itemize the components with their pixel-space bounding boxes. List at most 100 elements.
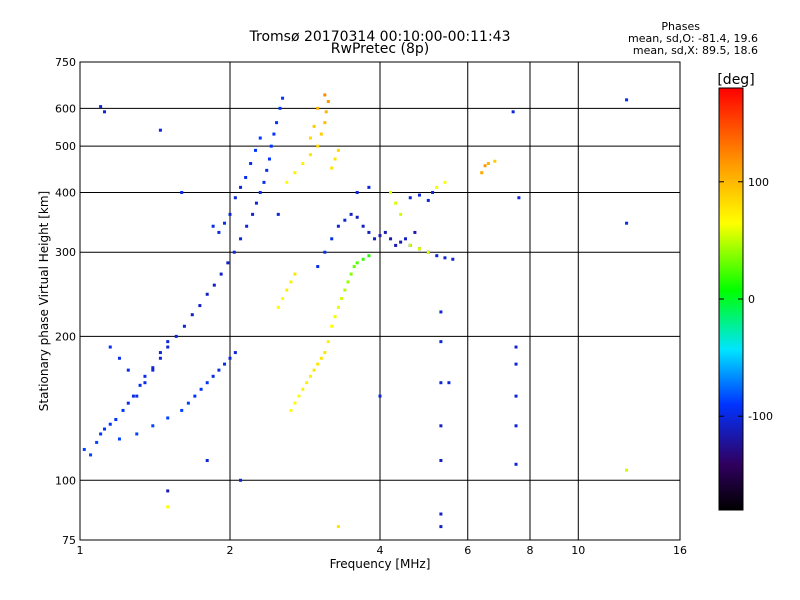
data-point bbox=[158, 128, 162, 132]
data-point bbox=[330, 324, 334, 328]
data-point bbox=[82, 447, 86, 451]
data-point bbox=[349, 212, 353, 216]
colorbar-ticks: 100 0 -100 bbox=[719, 176, 773, 423]
data-point bbox=[276, 305, 280, 309]
data-point bbox=[193, 394, 197, 398]
phases-line-x: mean, sd,X: 89.5, 18.6 bbox=[633, 44, 758, 57]
data-point bbox=[249, 161, 253, 165]
data-point bbox=[439, 340, 443, 344]
data-point bbox=[408, 243, 412, 247]
data-point bbox=[378, 394, 382, 398]
data-point bbox=[143, 374, 147, 378]
data-point bbox=[95, 440, 99, 444]
data-point bbox=[301, 161, 305, 165]
data-point bbox=[312, 124, 316, 128]
data-point bbox=[126, 368, 130, 372]
y-tick-label: 400 bbox=[55, 186, 76, 199]
y-axis-label: Stationary phase Virtual Height [km] bbox=[37, 191, 51, 411]
points-layer bbox=[82, 93, 629, 529]
data-point bbox=[308, 374, 312, 378]
data-point bbox=[138, 383, 142, 387]
data-point bbox=[258, 190, 262, 194]
data-point bbox=[158, 351, 162, 355]
data-point bbox=[399, 212, 403, 216]
data-point bbox=[212, 283, 216, 287]
data-point bbox=[258, 136, 262, 140]
data-point bbox=[326, 100, 330, 104]
data-point bbox=[269, 144, 273, 148]
y-tick-label: 300 bbox=[55, 246, 76, 259]
data-point bbox=[514, 362, 518, 366]
data-point bbox=[439, 512, 443, 516]
data-point bbox=[447, 381, 451, 385]
data-point bbox=[166, 416, 170, 420]
data-point bbox=[211, 374, 215, 378]
data-point bbox=[293, 272, 297, 276]
data-point bbox=[451, 257, 455, 261]
y-tick-label: 500 bbox=[55, 140, 76, 153]
data-point bbox=[439, 525, 443, 529]
data-point bbox=[340, 297, 344, 301]
data-point bbox=[151, 368, 155, 372]
data-point bbox=[262, 180, 266, 184]
data-point bbox=[219, 272, 223, 276]
data-point bbox=[305, 381, 309, 385]
data-point bbox=[316, 362, 320, 366]
colorbar-tick-label: 0 bbox=[748, 293, 755, 306]
data-point bbox=[251, 212, 255, 216]
data-point bbox=[135, 432, 139, 436]
data-point bbox=[336, 224, 340, 228]
data-point bbox=[323, 93, 327, 97]
data-point bbox=[217, 230, 221, 234]
data-point bbox=[625, 468, 629, 472]
data-point bbox=[228, 356, 232, 360]
data-point bbox=[281, 96, 285, 100]
data-point bbox=[514, 462, 518, 466]
data-point bbox=[297, 394, 301, 398]
data-point bbox=[276, 212, 280, 216]
data-point bbox=[439, 424, 443, 428]
x-tick-label: 6 bbox=[464, 544, 471, 557]
y-tick-label: 750 bbox=[55, 56, 76, 69]
data-point bbox=[514, 394, 518, 398]
data-point bbox=[413, 230, 417, 234]
data-point bbox=[336, 305, 340, 309]
data-point bbox=[254, 201, 258, 205]
phases-title: Phases bbox=[661, 20, 700, 33]
data-point bbox=[190, 313, 194, 317]
data-point bbox=[205, 381, 209, 385]
data-point bbox=[186, 401, 190, 405]
data-point bbox=[426, 198, 430, 202]
data-point bbox=[103, 110, 107, 114]
data-point bbox=[166, 340, 170, 344]
data-point bbox=[135, 394, 139, 398]
data-point bbox=[323, 250, 327, 254]
data-point bbox=[233, 351, 237, 355]
data-point bbox=[435, 254, 439, 258]
data-point bbox=[403, 237, 407, 241]
data-point bbox=[319, 356, 323, 360]
data-point bbox=[239, 478, 243, 482]
colorbar-tick-label: 100 bbox=[748, 176, 769, 189]
data-point bbox=[182, 324, 186, 328]
data-point bbox=[180, 408, 184, 412]
data-point bbox=[151, 366, 155, 370]
data-point bbox=[289, 280, 293, 284]
data-point bbox=[439, 458, 443, 462]
x-tick-label: 16 bbox=[673, 544, 687, 557]
data-point bbox=[394, 201, 398, 205]
data-point bbox=[323, 351, 327, 355]
data-point bbox=[108, 345, 112, 349]
data-point bbox=[99, 432, 103, 436]
data-point bbox=[312, 368, 316, 372]
data-point bbox=[223, 221, 227, 225]
data-point bbox=[293, 171, 297, 175]
data-point bbox=[289, 408, 293, 412]
y-tick-label: 600 bbox=[55, 102, 76, 115]
data-point bbox=[389, 237, 393, 241]
data-point bbox=[333, 315, 337, 319]
data-point bbox=[233, 196, 237, 200]
data-point bbox=[285, 180, 289, 184]
data-point bbox=[239, 237, 243, 241]
